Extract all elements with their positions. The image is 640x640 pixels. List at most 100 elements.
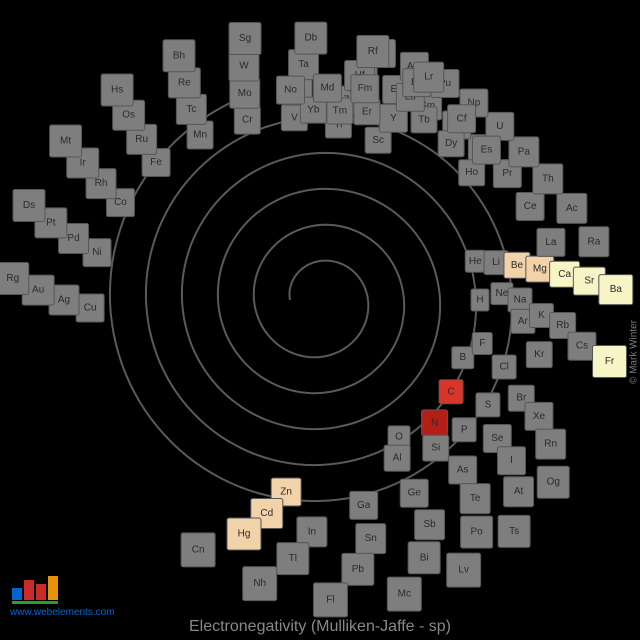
- element-Xe: Xe: [525, 402, 553, 430]
- svg-text:Br: Br: [516, 393, 527, 404]
- element-No: No: [276, 76, 304, 104]
- element-Og: Og: [537, 466, 569, 498]
- svg-text:Sb: Sb: [423, 519, 436, 530]
- element-Pb: Pb: [342, 553, 374, 585]
- svg-text:O: O: [395, 431, 403, 442]
- element-Rg: Rg: [0, 263, 29, 295]
- element-B: B: [452, 347, 474, 369]
- element-Md: Md: [313, 74, 341, 102]
- svg-text:Nh: Nh: [253, 578, 266, 589]
- chart-caption: Electronegativity (Mulliken-Jaffe - sp): [0, 618, 640, 636]
- element-Rf: Rf: [357, 36, 389, 68]
- svg-text:Re: Re: [178, 77, 191, 88]
- svg-text:Ra: Ra: [587, 236, 600, 247]
- element-Ba: Ba: [599, 275, 633, 305]
- element-Cn: Cn: [181, 533, 215, 567]
- svg-text:Ru: Ru: [135, 134, 148, 145]
- svg-text:Cl: Cl: [499, 362, 508, 373]
- element-Sg: Sg: [229, 23, 261, 55]
- svg-text:Be: Be: [511, 260, 524, 271]
- svg-text:Ni: Ni: [92, 247, 101, 258]
- element-Tc: Tc: [176, 94, 206, 124]
- svg-text:Al: Al: [393, 453, 402, 464]
- element-Ra: Ra: [579, 227, 609, 257]
- svg-text:Rh: Rh: [95, 178, 108, 189]
- svg-text:Rn: Rn: [544, 439, 557, 450]
- svg-text:V: V: [291, 112, 298, 123]
- svg-text:Ba: Ba: [610, 284, 623, 295]
- svg-text:Tm: Tm: [333, 106, 347, 117]
- element-Cl: Cl: [492, 355, 516, 379]
- element-Hs: Hs: [101, 74, 133, 106]
- svg-text:Fl: Fl: [326, 594, 334, 605]
- svg-text:He: He: [469, 256, 482, 267]
- svg-text:Cr: Cr: [242, 115, 253, 126]
- element-Si: Si: [423, 435, 449, 461]
- svg-text:Xe: Xe: [533, 411, 546, 422]
- element-Ts: Ts: [498, 515, 530, 547]
- svg-text:In: In: [308, 526, 316, 537]
- svg-text:Ho: Ho: [465, 167, 478, 178]
- element-Ds: Ds: [13, 189, 45, 221]
- element-Re: Re: [168, 68, 200, 98]
- element-Po: Po: [461, 516, 493, 548]
- element-Kr: Kr: [526, 342, 552, 368]
- svg-text:Au: Au: [32, 285, 44, 296]
- svg-text:Sg: Sg: [239, 33, 251, 44]
- element-I: I: [498, 447, 526, 475]
- svg-text:Cs: Cs: [576, 341, 588, 352]
- svg-text:Se: Se: [491, 433, 504, 444]
- element-Cr: Cr: [234, 106, 260, 134]
- element-Al: Al: [384, 445, 410, 471]
- element-P: P: [452, 418, 476, 442]
- svg-text:Th: Th: [542, 173, 554, 184]
- element-As: As: [449, 456, 477, 484]
- element-Th: Th: [533, 164, 563, 194]
- element-Fm: Fm: [351, 75, 379, 103]
- svg-text:Sr: Sr: [584, 276, 595, 287]
- svg-text:Tc: Tc: [186, 104, 196, 115]
- svg-text:Ac: Ac: [566, 203, 578, 214]
- element-W: W: [229, 51, 259, 81]
- svg-text:Mg: Mg: [533, 264, 547, 275]
- svg-text:Bh: Bh: [173, 50, 185, 61]
- element-Fl: Fl: [313, 583, 347, 617]
- svg-text:Po: Po: [470, 527, 483, 538]
- element-H: H: [471, 289, 489, 311]
- svg-text:B: B: [459, 352, 466, 363]
- svg-text:Mc: Mc: [398, 589, 411, 600]
- element-Cu: Cu: [76, 294, 104, 322]
- element-Mo: Mo: [230, 78, 260, 108]
- svg-text:I: I: [510, 455, 513, 466]
- svg-text:Te: Te: [470, 493, 481, 504]
- svg-text:Rb: Rb: [556, 320, 569, 331]
- svg-text:Tb: Tb: [418, 114, 430, 125]
- element-Dy: Dy: [438, 131, 464, 157]
- svg-text:Dy: Dy: [445, 138, 457, 149]
- svg-text:As: As: [457, 465, 469, 476]
- element-C: C: [439, 380, 463, 404]
- svg-text:Ar: Ar: [518, 316, 529, 327]
- svg-text:Mt: Mt: [60, 136, 71, 147]
- svg-text:Li: Li: [492, 257, 500, 268]
- svg-text:K: K: [538, 310, 545, 321]
- copyright-credit: © Mark Winter: [629, 320, 640, 384]
- svg-text:W: W: [239, 61, 249, 72]
- svg-text:Cf: Cf: [457, 113, 467, 124]
- svg-text:Y: Y: [390, 113, 397, 124]
- svg-text:Zn: Zn: [280, 487, 292, 498]
- element-Tl: Tl: [277, 543, 309, 575]
- svg-text:Mn: Mn: [193, 129, 207, 140]
- svg-text:Og: Og: [547, 477, 560, 488]
- element-Nh: Nh: [243, 567, 277, 601]
- svg-text:Mo: Mo: [238, 88, 252, 99]
- svg-text:Pb: Pb: [352, 564, 365, 575]
- svg-text:Pr: Pr: [502, 168, 513, 179]
- element-Cs: Cs: [568, 332, 596, 360]
- element-Na: Na: [508, 288, 532, 312]
- svg-text:At: At: [514, 486, 524, 497]
- element-S: S: [476, 393, 500, 417]
- svg-text:Cu: Cu: [84, 303, 97, 314]
- element-At: At: [504, 477, 534, 507]
- svg-text:Sn: Sn: [365, 533, 377, 544]
